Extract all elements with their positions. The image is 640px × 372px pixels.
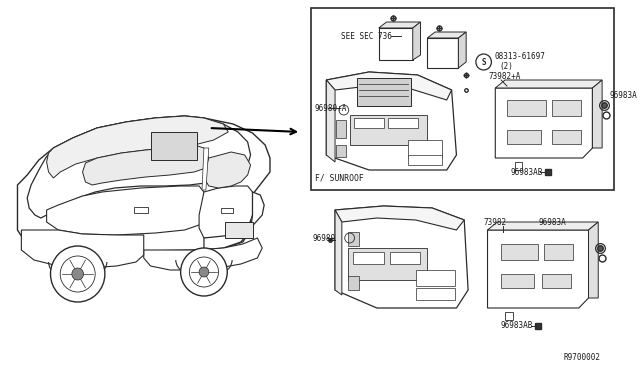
Polygon shape — [379, 28, 413, 60]
Polygon shape — [144, 238, 262, 270]
Bar — [415, 270, 454, 286]
Polygon shape — [488, 230, 589, 308]
Text: 96983A: 96983A — [610, 90, 637, 99]
Polygon shape — [458, 32, 466, 68]
Polygon shape — [335, 206, 468, 308]
Text: 08313-61697: 08313-61697 — [494, 51, 545, 61]
Circle shape — [51, 246, 105, 302]
Polygon shape — [495, 80, 602, 88]
Circle shape — [180, 248, 227, 296]
Polygon shape — [335, 210, 342, 295]
Bar — [225, 222, 253, 238]
Polygon shape — [495, 88, 593, 158]
Polygon shape — [379, 22, 420, 28]
Polygon shape — [428, 32, 466, 38]
Polygon shape — [488, 222, 598, 230]
Bar — [501, 244, 538, 260]
Circle shape — [199, 267, 209, 277]
Polygon shape — [589, 222, 598, 298]
Polygon shape — [413, 22, 420, 60]
Polygon shape — [47, 116, 228, 178]
Bar — [134, 207, 148, 213]
Polygon shape — [428, 38, 458, 68]
Bar — [221, 208, 233, 213]
Text: 73982: 73982 — [484, 218, 507, 227]
Bar — [348, 276, 359, 290]
Bar — [349, 115, 428, 145]
Polygon shape — [593, 80, 602, 148]
Text: 96983A: 96983A — [538, 218, 566, 227]
Bar — [390, 252, 420, 264]
Text: R9700002: R9700002 — [563, 353, 600, 362]
Bar — [542, 274, 571, 288]
Bar — [408, 140, 442, 158]
Polygon shape — [204, 192, 264, 250]
Bar — [501, 274, 534, 288]
Bar — [552, 130, 580, 144]
Bar — [388, 118, 418, 128]
Bar — [355, 118, 383, 128]
Text: S: S — [481, 58, 486, 67]
Text: SEE SEC 736: SEE SEC 736 — [341, 32, 392, 41]
Text: 73982+A: 73982+A — [488, 71, 521, 80]
Polygon shape — [326, 72, 452, 100]
Polygon shape — [335, 206, 464, 230]
Bar — [408, 155, 442, 165]
Text: 96980+A: 96980+A — [315, 103, 347, 112]
Bar — [357, 78, 411, 106]
Bar — [353, 252, 383, 264]
Bar — [311, 8, 614, 190]
Polygon shape — [326, 72, 456, 170]
Polygon shape — [204, 152, 251, 188]
Bar — [544, 244, 573, 260]
Bar — [505, 312, 513, 320]
Bar — [515, 162, 522, 170]
Text: 96983AB: 96983AB — [500, 321, 532, 330]
Text: 96983AB: 96983AB — [511, 167, 543, 176]
Bar — [552, 100, 580, 116]
Circle shape — [72, 268, 84, 280]
Text: F/ SUNROOF: F/ SUNROOF — [315, 173, 364, 183]
Polygon shape — [202, 148, 209, 190]
Text: (2): (2) — [499, 61, 513, 71]
Polygon shape — [326, 80, 335, 162]
Polygon shape — [199, 186, 253, 238]
Bar — [415, 288, 454, 300]
Text: 96980: 96980 — [313, 234, 336, 243]
Polygon shape — [27, 116, 251, 218]
Bar — [150, 132, 197, 160]
Bar — [348, 232, 359, 246]
Bar — [336, 145, 346, 157]
Polygon shape — [17, 116, 270, 252]
Bar — [507, 130, 541, 144]
Bar — [507, 100, 546, 116]
Bar — [348, 248, 428, 280]
Polygon shape — [83, 145, 209, 185]
Polygon shape — [21, 230, 144, 268]
Bar — [336, 120, 346, 138]
Polygon shape — [47, 186, 204, 235]
